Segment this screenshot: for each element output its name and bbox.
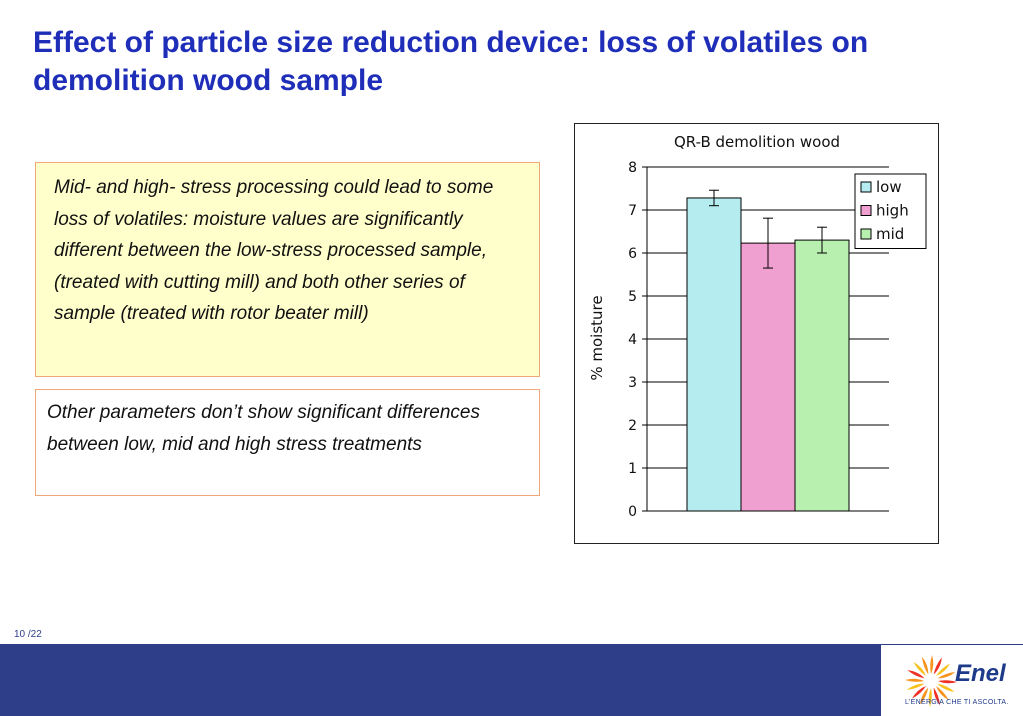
sun-ray-shape bbox=[907, 670, 925, 679]
y-tick-label: 8 bbox=[628, 160, 637, 176]
key-finding-box: Mid- and high- stress processing could l… bbox=[35, 162, 540, 377]
sun-ray bbox=[920, 687, 929, 705]
logo-panel bbox=[881, 645, 1023, 716]
y-tick-label: 4 bbox=[628, 332, 637, 348]
sun-ray bbox=[911, 685, 927, 699]
y-tick-label: 7 bbox=[628, 203, 637, 219]
enel-logo-text: Enel bbox=[955, 660, 1006, 687]
sun-ray bbox=[935, 663, 951, 677]
y-tick-label: 6 bbox=[628, 246, 637, 262]
sun-ray bbox=[930, 655, 934, 674]
sun-ray bbox=[933, 687, 941, 706]
legend-swatch-high bbox=[860, 205, 872, 216]
sun-ray-shape bbox=[937, 671, 956, 679]
sun-ray-shape bbox=[938, 680, 957, 684]
bar-mid bbox=[794, 239, 850, 512]
y-tick-label: 1 bbox=[628, 461, 637, 477]
bar-low bbox=[686, 197, 742, 512]
legend-label-mid: mid bbox=[876, 225, 904, 243]
enel-tagline: L’ENERGIA CHE TI ASCOLTA. bbox=[905, 699, 1009, 706]
y-tick-label: 0 bbox=[628, 504, 637, 520]
moisture-bar-chart: QR-B demolition wood % moisture 0 1 2 3 4 5 6 7… bbox=[588, 133, 927, 520]
sun-ray bbox=[938, 680, 957, 684]
other-parameters-box: Other parameters don’t show significant … bbox=[35, 389, 540, 496]
sun-ray-shape bbox=[933, 687, 941, 706]
sun-ray-shape bbox=[935, 663, 951, 677]
legend-swatch-low bbox=[860, 181, 872, 193]
sun-ray bbox=[928, 688, 932, 707]
sun-ray-shape bbox=[937, 683, 955, 692]
y-tick-label: 5 bbox=[628, 289, 637, 305]
sun-ray-shape bbox=[933, 657, 942, 675]
slide-title: Effect of particle size reduction device… bbox=[33, 26, 869, 97]
sun-ray-shape bbox=[911, 685, 927, 699]
chart-frame: QR-B demolition wood % moisture 0 1 2 3 4 5 6 7… bbox=[574, 123, 939, 544]
y-tick-label: 3 bbox=[628, 375, 637, 391]
sun-ray-shape bbox=[930, 655, 934, 674]
legend-swatch-mid bbox=[860, 228, 872, 240]
sun-ray-shape bbox=[920, 687, 929, 705]
page-total: /22 bbox=[27, 629, 42, 640]
sun-ray-shape bbox=[935, 685, 949, 701]
sun-ray bbox=[933, 657, 942, 675]
enel-sun-logo-icon bbox=[905, 655, 957, 707]
chart-title: QR-B demolition wood bbox=[674, 133, 840, 151]
sun-ray bbox=[905, 678, 924, 682]
page-number: 10 /22 bbox=[14, 629, 42, 640]
sun-ray-shape bbox=[921, 656, 929, 675]
sun-ray-shape bbox=[906, 683, 925, 691]
y-axis-label: % moisture bbox=[588, 295, 606, 380]
page-current: 10 bbox=[14, 629, 26, 640]
sun-ray-shape bbox=[913, 661, 927, 677]
sun-ray-shape bbox=[928, 688, 932, 707]
legend-label-low: low bbox=[876, 178, 902, 196]
sun-ray bbox=[937, 683, 955, 692]
sun-ray bbox=[921, 656, 929, 675]
sun-ray bbox=[935, 685, 949, 701]
sun-ray bbox=[913, 661, 927, 677]
sun-ray-shape bbox=[905, 678, 924, 682]
sun-ray bbox=[906, 683, 925, 691]
y-tick-label: 2 bbox=[628, 418, 637, 434]
bar-high bbox=[740, 242, 796, 512]
footer-bar bbox=[0, 644, 1023, 716]
sun-ray bbox=[907, 670, 925, 679]
legend-label-high: high bbox=[876, 202, 909, 220]
sun-ray bbox=[937, 671, 956, 679]
